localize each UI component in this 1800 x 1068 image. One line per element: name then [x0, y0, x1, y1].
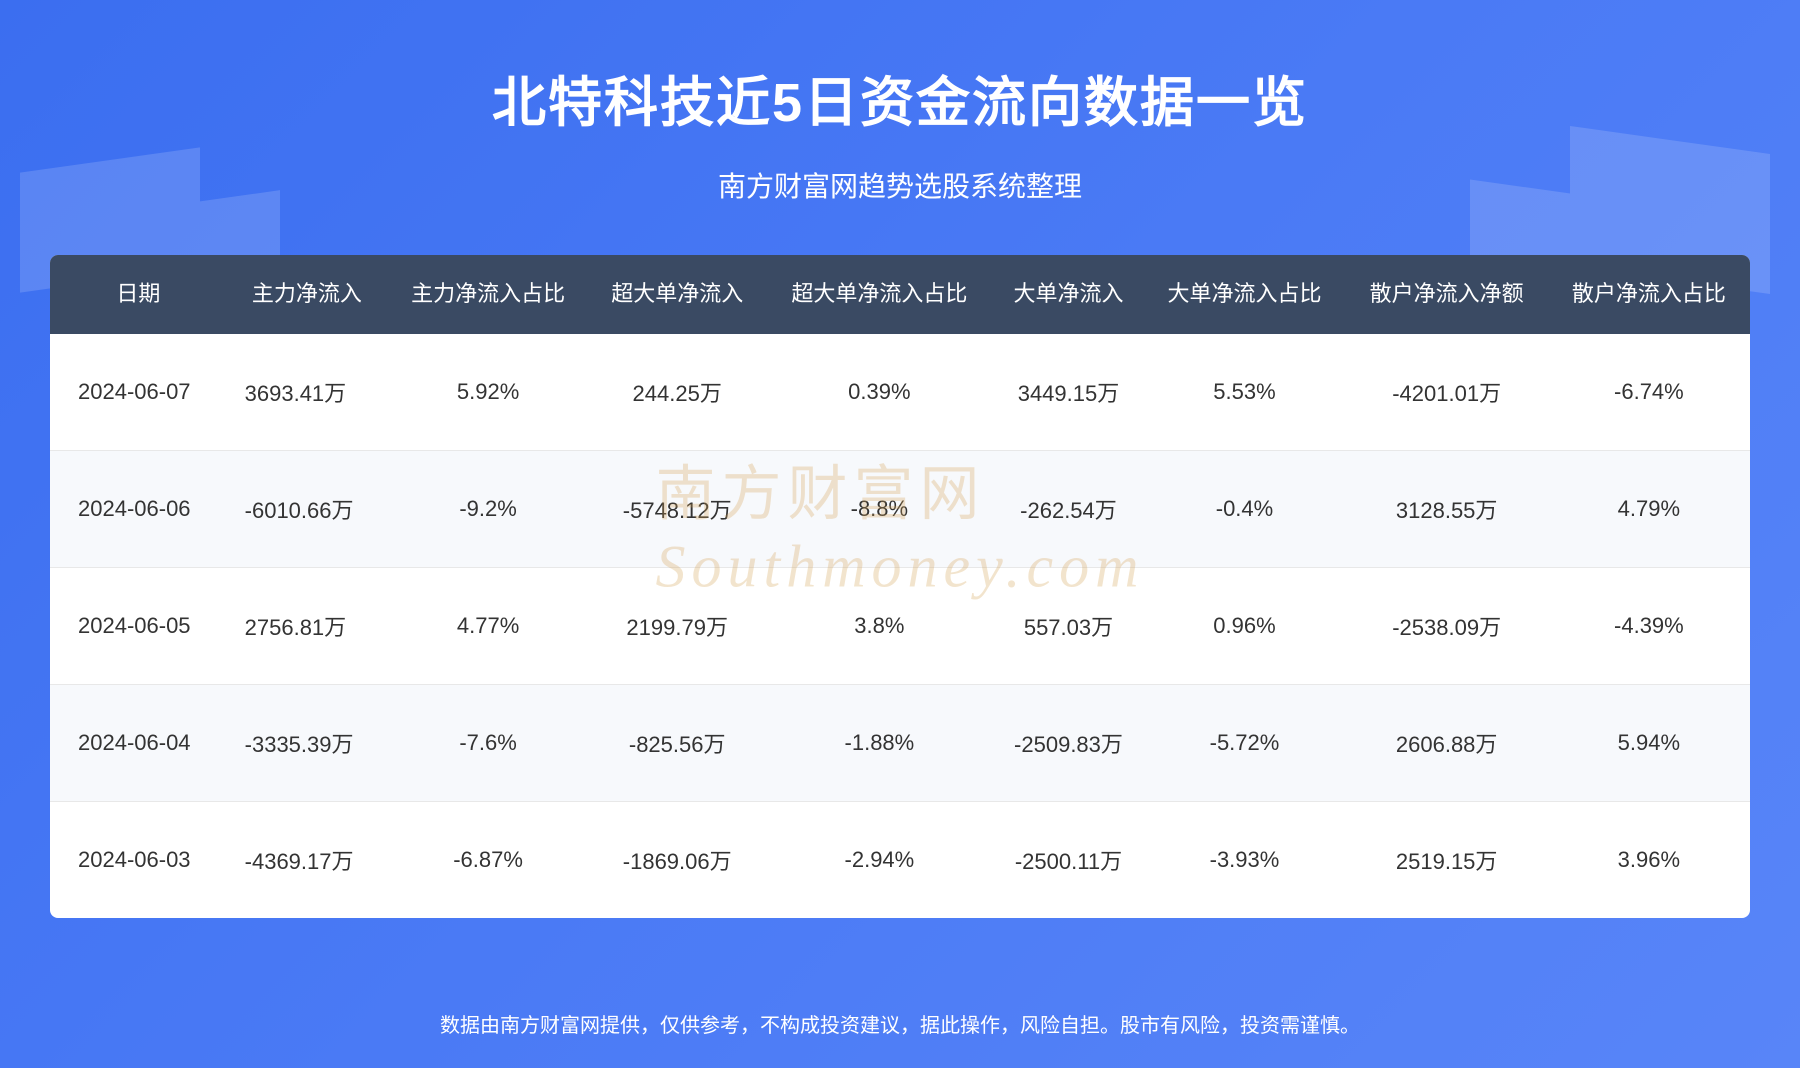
cell: -262.54万: [994, 450, 1144, 567]
cell: -2500.11万: [994, 801, 1144, 918]
cell: -4201.01万: [1346, 334, 1548, 451]
cell: 2024-06-03: [50, 801, 227, 918]
table-body: 2024-06-07 3693.41万 5.92% 244.25万 0.39% …: [50, 334, 1750, 918]
cell: -9.2%: [387, 450, 589, 567]
col-header: 主力净流入占比: [387, 255, 589, 334]
cell: -6.74%: [1548, 334, 1750, 451]
cell: 2024-06-07: [50, 334, 227, 451]
cell: -1.88%: [765, 684, 993, 801]
page-title: 北特科技近5日资金流向数据一览: [0, 58, 1800, 137]
footer-disclaimer: 数据由南方财富网提供，仅供参考，不构成投资建议，据此操作，风险自担。股市有风险，…: [0, 1009, 1800, 1038]
cell: 3.8%: [765, 567, 993, 684]
col-header: 大单净流入占比: [1143, 255, 1345, 334]
data-table-container: 南方财富网 Southmoney.com 日期 主力净流入 主力净流入占比 超大…: [50, 255, 1750, 918]
cell: -4.39%: [1548, 567, 1750, 684]
cell: 3.96%: [1548, 801, 1750, 918]
cell: 2024-06-05: [50, 567, 227, 684]
table-row: 2024-06-07 3693.41万 5.92% 244.25万 0.39% …: [50, 334, 1750, 451]
cell: -6.87%: [387, 801, 589, 918]
col-header: 日期: [50, 255, 227, 334]
cell: -3335.39万: [227, 684, 387, 801]
cell: 557.03万: [994, 567, 1144, 684]
cell: -2509.83万: [994, 684, 1144, 801]
cell: -4369.17万: [227, 801, 387, 918]
col-header: 超大单净流入占比: [765, 255, 993, 334]
cell: -1869.06万: [589, 801, 765, 918]
cell: 2024-06-04: [50, 684, 227, 801]
cell: -5.72%: [1143, 684, 1345, 801]
cell: 3128.55万: [1346, 450, 1548, 567]
cell: -6010.66万: [227, 450, 387, 567]
cell: 0.96%: [1143, 567, 1345, 684]
cell: -2538.09万: [1346, 567, 1548, 684]
cell: 2199.79万: [589, 567, 765, 684]
cell: -5748.12万: [589, 450, 765, 567]
cell: 3449.15万: [994, 334, 1144, 451]
col-header: 主力净流入: [227, 255, 387, 334]
table-row: 2024-06-05 2756.81万 4.77% 2199.79万 3.8% …: [50, 567, 1750, 684]
cell: 2024-06-06: [50, 450, 227, 567]
table-row: 2024-06-04 -3335.39万 -7.6% -825.56万 -1.8…: [50, 684, 1750, 801]
cell: 2519.15万: [1346, 801, 1548, 918]
data-table: 日期 主力净流入 主力净流入占比 超大单净流入 超大单净流入占比 大单净流入 大…: [50, 255, 1750, 918]
cell: 3693.41万: [227, 334, 387, 451]
col-header: 大单净流入: [994, 255, 1144, 334]
cell: 5.94%: [1548, 684, 1750, 801]
cell: -0.4%: [1143, 450, 1345, 567]
table-row: 2024-06-03 -4369.17万 -6.87% -1869.06万 -2…: [50, 801, 1750, 918]
cell: 0.39%: [765, 334, 993, 451]
cell: -8.8%: [765, 450, 993, 567]
table-header-row: 日期 主力净流入 主力净流入占比 超大单净流入 超大单净流入占比 大单净流入 大…: [50, 255, 1750, 334]
col-header: 散户净流入占比: [1548, 255, 1750, 334]
page-subtitle: 南方财富网趋势选股系统整理: [0, 165, 1800, 205]
cell: -2.94%: [765, 801, 993, 918]
cell: -3.93%: [1143, 801, 1345, 918]
cell: 4.79%: [1548, 450, 1750, 567]
cell: 244.25万: [589, 334, 765, 451]
col-header: 超大单净流入: [589, 255, 765, 334]
cell: 4.77%: [387, 567, 589, 684]
cell: 5.92%: [387, 334, 589, 451]
cell: 5.53%: [1143, 334, 1345, 451]
table-row: 2024-06-06 -6010.66万 -9.2% -5748.12万 -8.…: [50, 450, 1750, 567]
header: 北特科技近5日资金流向数据一览 南方财富网趋势选股系统整理: [0, 0, 1800, 205]
col-header: 散户净流入净额: [1346, 255, 1548, 334]
cell: 2756.81万: [227, 567, 387, 684]
cell: -825.56万: [589, 684, 765, 801]
cell: 2606.88万: [1346, 684, 1548, 801]
cell: -7.6%: [387, 684, 589, 801]
